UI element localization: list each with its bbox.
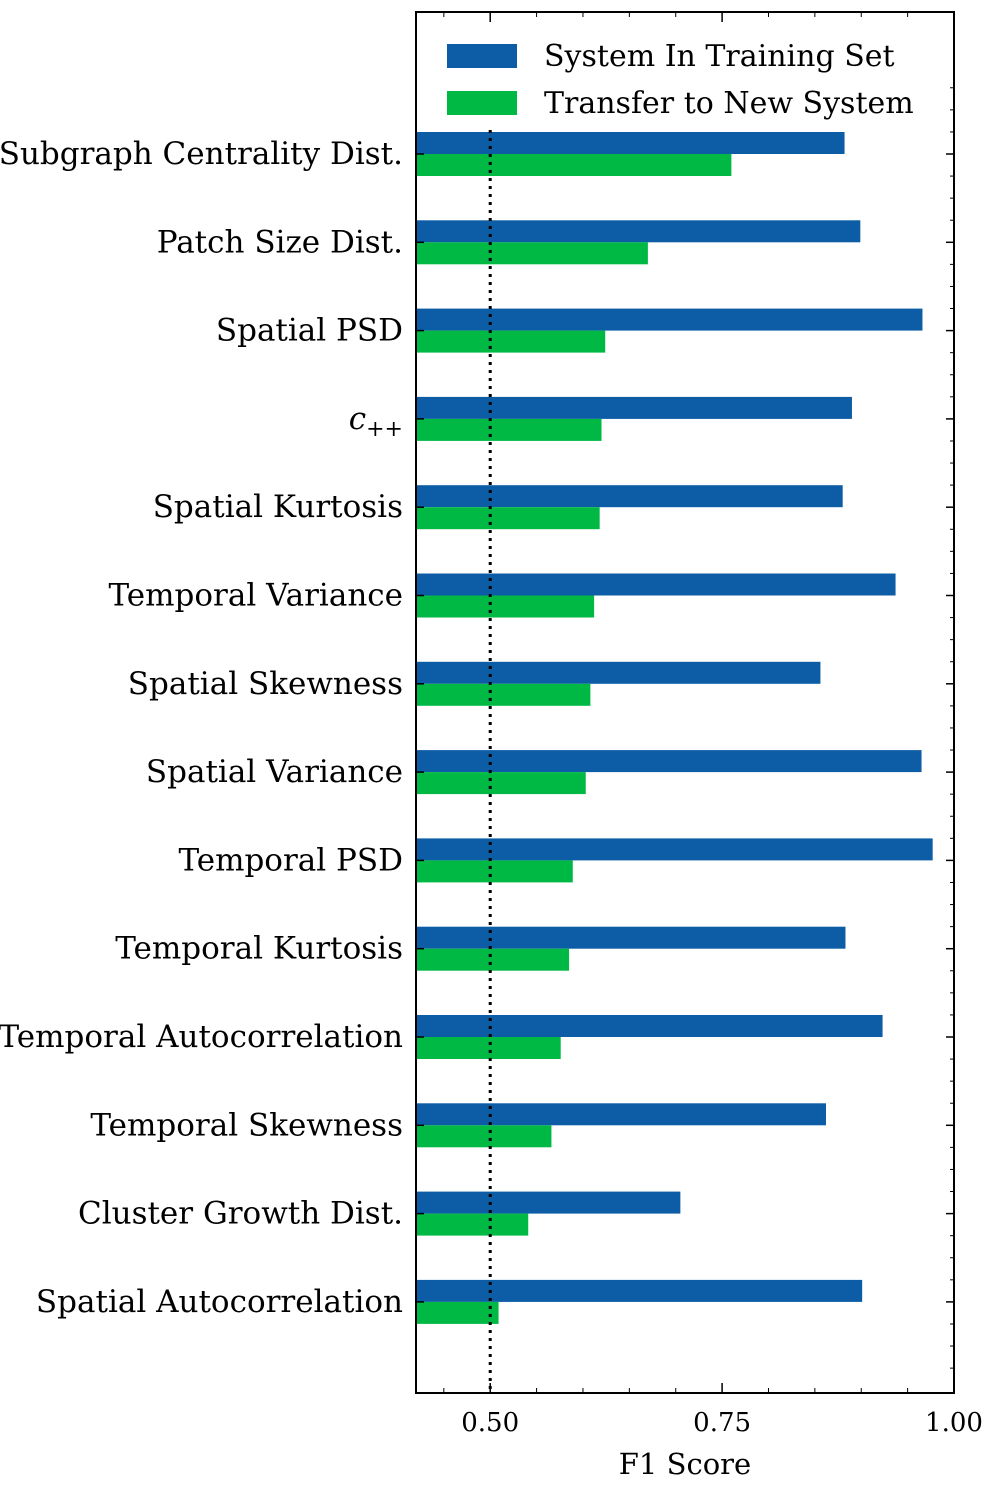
category-label-13: Spatial Autocorrelation	[36, 1284, 403, 1320]
category-label-subscript: ++	[366, 417, 403, 442]
bar-transfer-1	[416, 242, 648, 265]
bar-transfer-13	[416, 1301, 499, 1324]
plot-frame	[415, 11, 955, 1394]
category-label-3: c++	[349, 401, 403, 442]
x-tick-label-2: 1.00	[925, 1408, 983, 1438]
category-label-6: Spatial Skewness	[128, 666, 403, 702]
bar-training-7	[416, 750, 922, 773]
x-tick-label-0: 0.50	[461, 1408, 519, 1438]
x-axis-title: F1 Score	[619, 1447, 751, 1481]
category-label-11: Temporal Skewness	[90, 1107, 403, 1143]
category-label-5: Temporal Variance	[109, 578, 404, 614]
bars-layer	[416, 132, 933, 1324]
bar-training-2	[416, 308, 923, 331]
bar-transfer-7	[416, 772, 586, 795]
category-label-7: Spatial Variance	[146, 754, 403, 790]
category-label-0: Subgraph Centrality Dist.	[0, 136, 403, 172]
bar-transfer-8	[416, 860, 573, 883]
category-label-12: Cluster Growth Dist.	[78, 1196, 403, 1232]
legend: System In Training Set Transfer to New Sy…	[447, 39, 914, 121]
bar-training-4	[416, 485, 843, 508]
x-tick-label-1: 0.75	[693, 1408, 751, 1438]
bar-transfer-11	[416, 1125, 552, 1148]
category-label-2: Spatial PSD	[216, 313, 403, 349]
bar-training-11	[416, 1103, 826, 1126]
bar-transfer-2	[416, 330, 606, 353]
legend-label-1: Transfer to New System	[544, 86, 914, 121]
category-label-8: Temporal PSD	[178, 842, 403, 878]
bar-training-1	[416, 220, 861, 243]
legend-swatch-0	[447, 44, 517, 68]
bar-transfer-9	[416, 948, 570, 971]
category-label-4: Spatial Kurtosis	[153, 489, 403, 525]
legend-label-0: System In Training Set	[544, 39, 895, 74]
bar-training-12	[416, 1191, 681, 1214]
bar-training-5	[416, 573, 896, 596]
category-label-base: c	[349, 401, 366, 437]
bar-transfer-0	[416, 154, 732, 176]
bar-training-6	[416, 661, 821, 684]
bar-transfer-4	[416, 507, 600, 530]
ticks-layer	[416, 12, 955, 1393]
category-label-1: Patch Size Dist.	[157, 224, 403, 260]
category-labels: Subgraph Centrality Dist. Patch Size Dist…	[0, 136, 403, 1320]
legend-swatch-1	[447, 91, 517, 115]
bar-transfer-3	[416, 418, 602, 441]
bar-transfer-6	[416, 683, 591, 706]
bar-training-10	[416, 1015, 883, 1037]
bar-training-3	[416, 396, 852, 419]
bar-training-13	[416, 1279, 863, 1302]
bar-transfer-12	[416, 1213, 529, 1236]
bar-transfer-5	[416, 595, 595, 618]
bar-training-9	[416, 926, 846, 949]
bar-training-0	[416, 132, 845, 154]
bar-transfer-10	[416, 1037, 561, 1059]
category-label-10: Temporal Autocorrelation	[0, 1019, 403, 1055]
x-tick-labels: 0.50 0.75 1.00	[461, 1408, 983, 1438]
category-label-9: Temporal Kurtosis	[115, 931, 403, 967]
bar-training-8	[416, 838, 933, 861]
